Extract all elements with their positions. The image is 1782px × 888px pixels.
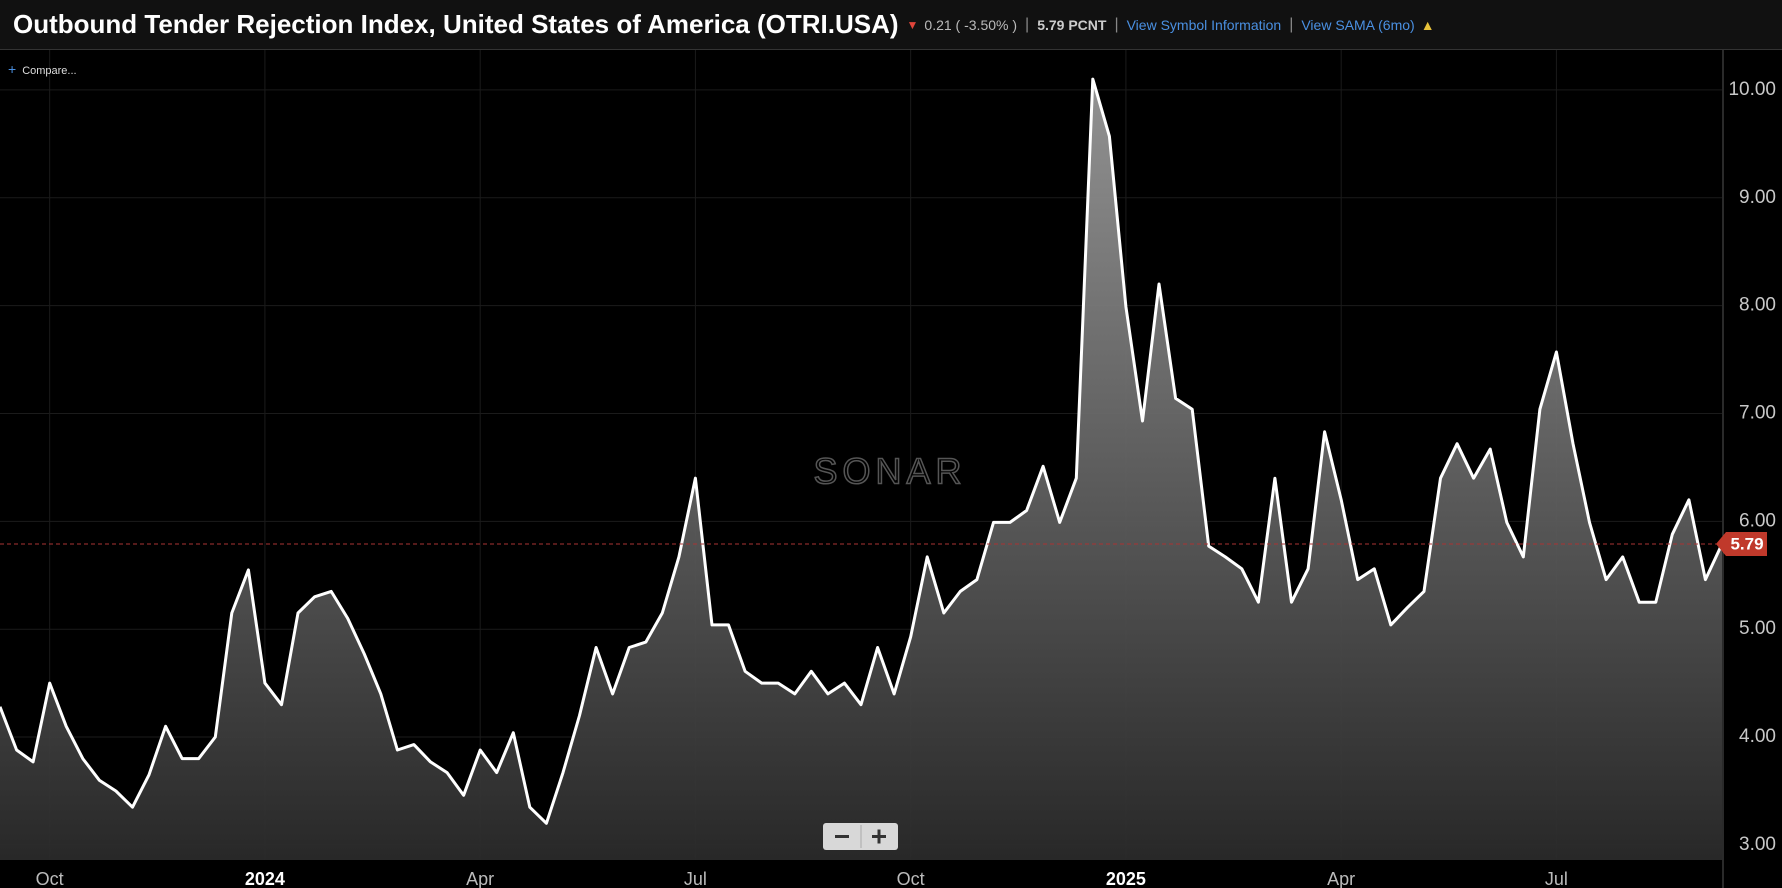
x-tick-label: Oct [36, 869, 64, 888]
x-tick-label: Jul [684, 869, 707, 888]
y-tick-label: 5.00 [1739, 618, 1776, 639]
x-tick-label: 2024 [245, 869, 285, 888]
x-tick-label: Jul [1545, 869, 1568, 888]
y-tick-label: 10.00 [1728, 79, 1776, 100]
zoom-in[interactable] [877, 829, 881, 844]
x-tick-label: Apr [466, 869, 494, 888]
header: Outbound Tender Rejection Index, United … [0, 0, 1782, 50]
change: 0.21 ( -3.50% ) [924, 16, 1018, 33]
compare[interactable]: + Compare... [8, 61, 77, 77]
y-tick-label: 8.00 [1739, 295, 1776, 316]
zoom-controls [823, 823, 898, 850]
down-arrow: ▼ [906, 17, 919, 32]
compare-label: Compare... [22, 65, 77, 77]
chart-title: Outbound Tender Rejection Index, United … [13, 9, 899, 39]
sama-icon: ▲ [1420, 16, 1435, 33]
plot [0, 77, 1724, 861]
y-tick-label: 6.00 [1739, 510, 1776, 531]
separator: | [1114, 15, 1119, 33]
x-tick-label: 2025 [1106, 869, 1146, 888]
symbol-info-link[interactable]: View Symbol Information [1126, 16, 1282, 33]
zoom-out[interactable] [835, 835, 849, 838]
separator: | [1289, 15, 1294, 33]
y-tick-label: 3.00 [1739, 834, 1776, 855]
sama-link[interactable]: View SAMA (6mo) [1301, 16, 1415, 33]
last-value: 5.79 PCNT [1037, 16, 1107, 33]
y-tick-label: 9.00 [1739, 187, 1776, 208]
line [0, 77, 1724, 825]
x-tick-label: Apr [1327, 869, 1355, 888]
y-tick-label: 4.00 [1739, 726, 1776, 747]
y-tick-label: 7.00 [1739, 402, 1776, 423]
x-tick-label: Oct [897, 869, 925, 888]
plus-icon: + [8, 61, 17, 77]
area [0, 79, 1722, 861]
watermark: SONAR [813, 451, 966, 492]
separator: | [1025, 15, 1030, 33]
last-value-tag [1716, 531, 1767, 556]
last-value-label: 5.79 [1730, 534, 1763, 553]
